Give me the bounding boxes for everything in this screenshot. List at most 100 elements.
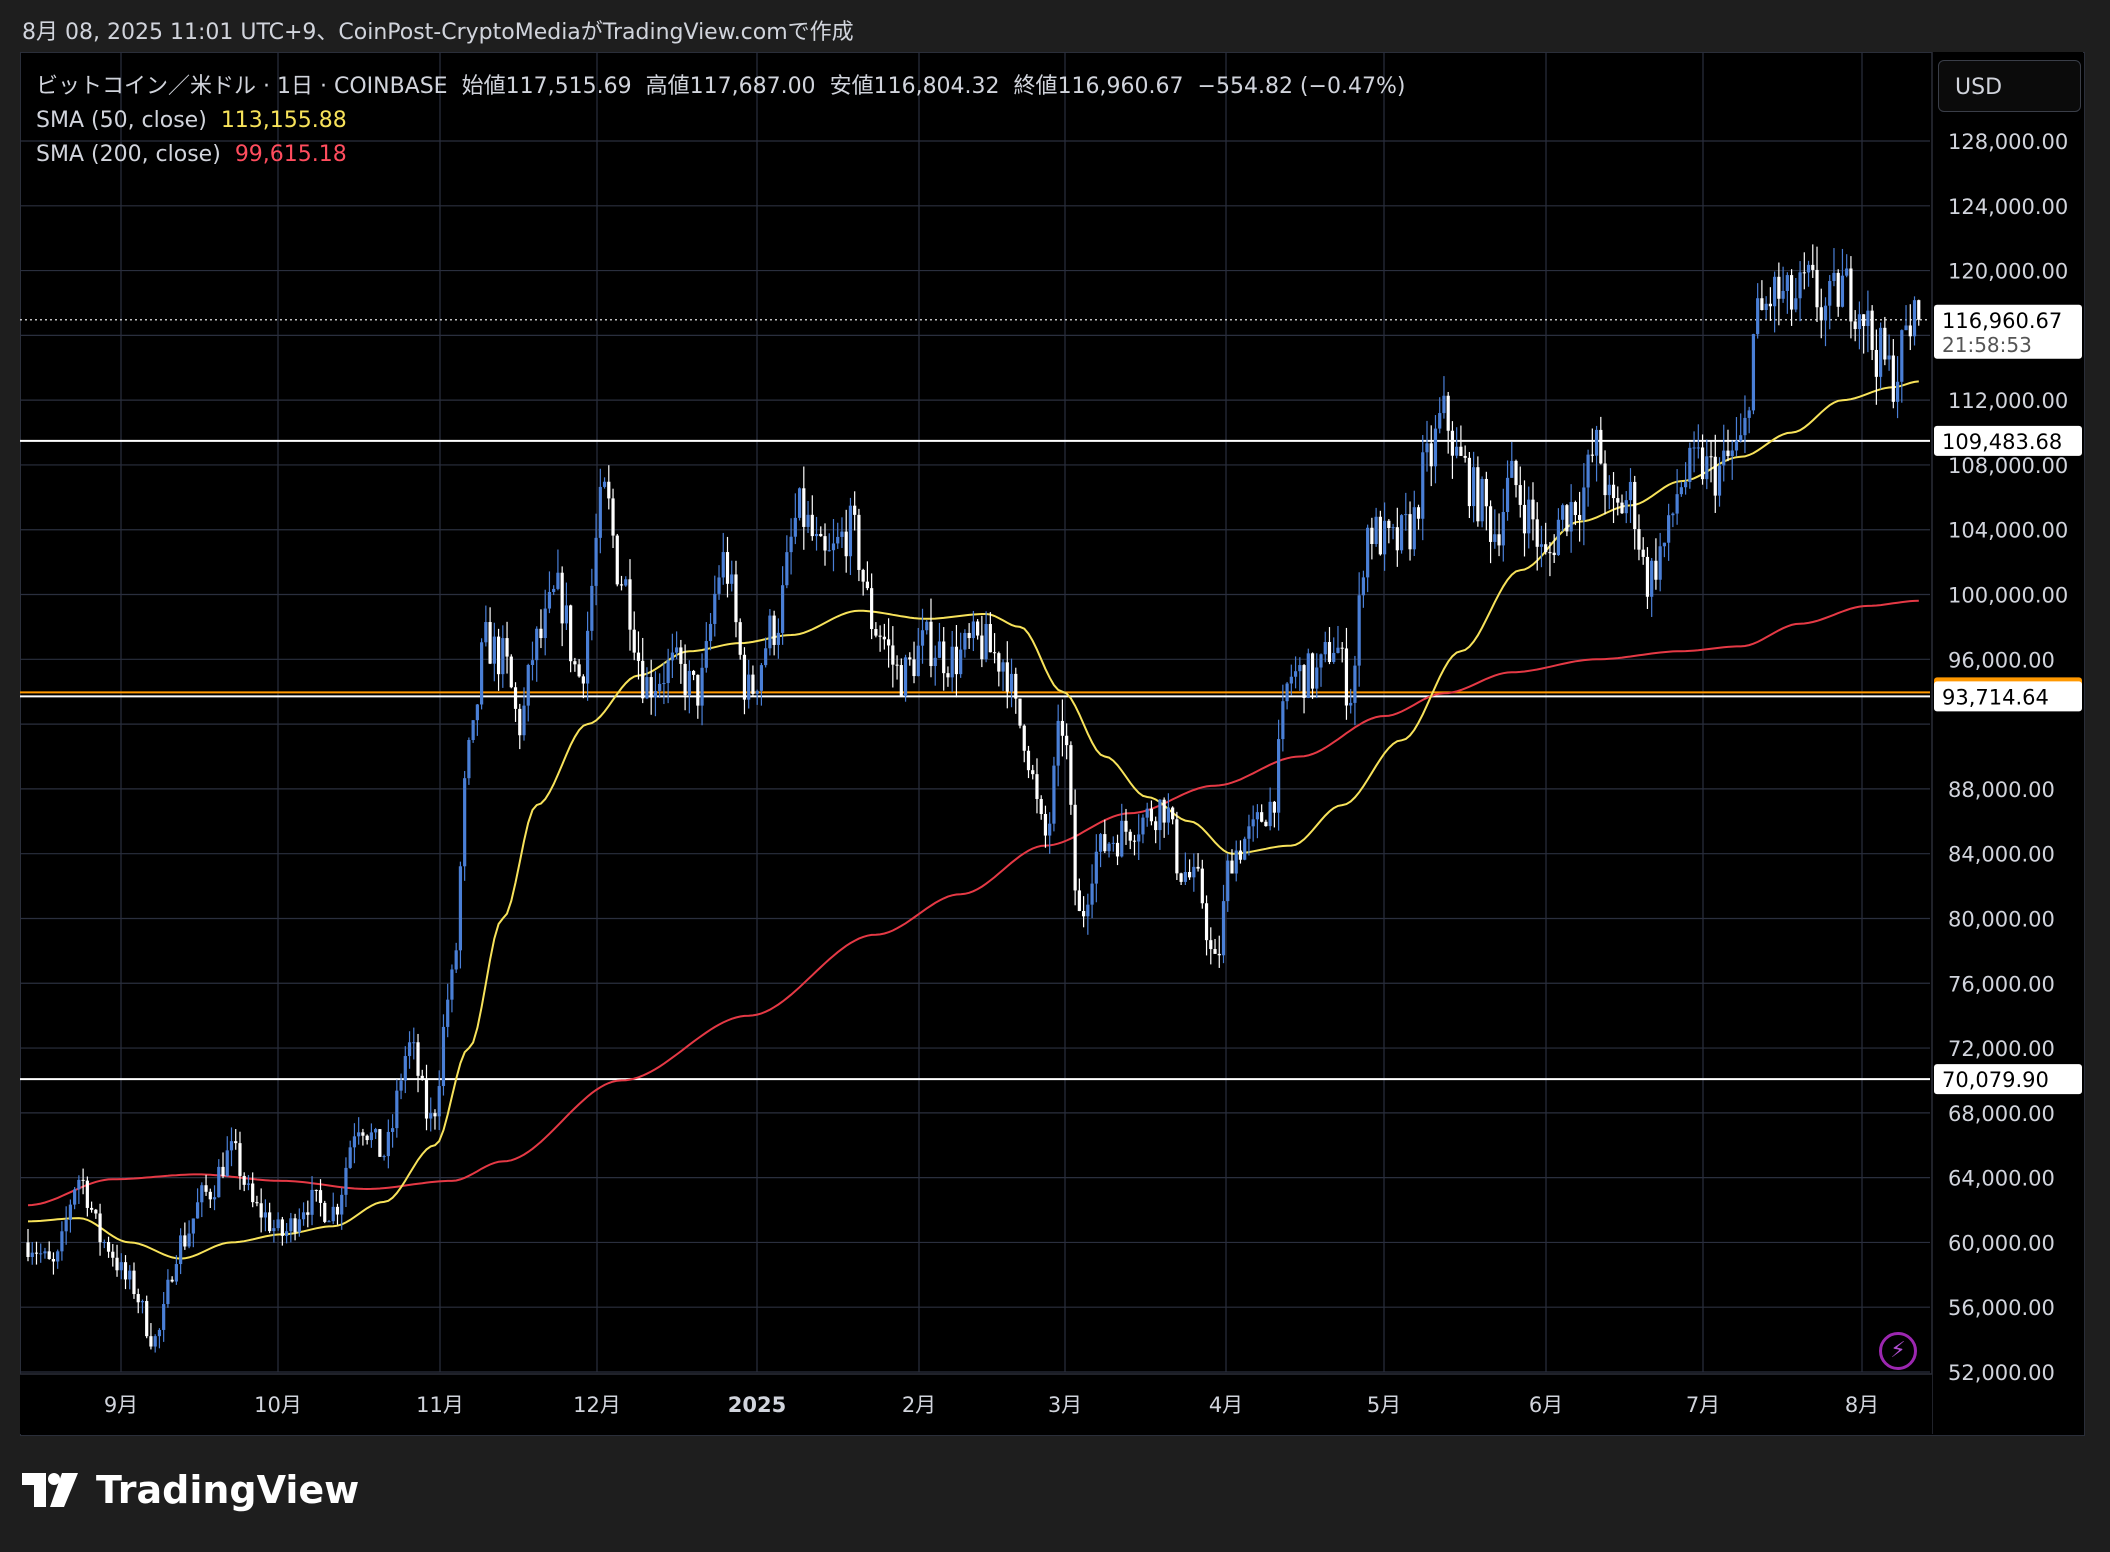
candle-body <box>289 1218 293 1232</box>
candle-body <box>683 663 687 696</box>
candle-body <box>1904 325 1908 331</box>
currency-button[interactable]: USD <box>1938 60 2081 112</box>
candle-body <box>1819 307 1823 321</box>
candle-body <box>433 1113 437 1117</box>
candle-body <box>77 1179 81 1190</box>
candle-body <box>1645 556 1650 597</box>
candle-body <box>1717 465 1722 496</box>
candle-body <box>81 1179 85 1181</box>
candle-body <box>687 670 691 696</box>
candle-body <box>1361 577 1366 596</box>
candle-body <box>441 1026 446 1087</box>
candle-body <box>1399 515 1404 551</box>
lightning-icon[interactable]: ⚡ <box>1879 1332 1917 1370</box>
candle-body <box>831 543 836 551</box>
chart-frame[interactable] <box>20 52 2085 1436</box>
candle-body <box>530 660 535 665</box>
candle-body <box>632 629 636 653</box>
candle-body <box>1828 281 1832 306</box>
candle-body <box>1310 653 1315 689</box>
candle-body <box>187 1233 191 1247</box>
candle-body <box>407 1042 412 1057</box>
grid <box>20 52 1930 1373</box>
candle-body <box>1344 648 1349 706</box>
candle-body <box>1692 447 1696 449</box>
candle-body <box>806 514 810 527</box>
candle-body <box>378 1129 382 1157</box>
price-tick-label: 104,000.00 <box>1948 519 2068 543</box>
price-tick-label: 72,000.00 <box>1948 1037 2055 1061</box>
candle-body <box>1620 502 1624 514</box>
price-tick-label: 52,000.00 <box>1948 1361 2055 1385</box>
price-tick-label: 84,000.00 <box>1948 843 2055 867</box>
time-axis: 9月 10月 11月 12月 2025 2月 3月 4月 5月 6月 7月 8月 <box>20 1373 1932 1434</box>
candle-body <box>611 498 615 536</box>
candle-body <box>1281 701 1285 740</box>
candle-body <box>374 1129 378 1133</box>
candle-body <box>1845 268 1849 276</box>
candle-body <box>225 1150 229 1177</box>
candle-body <box>1137 834 1141 842</box>
candle-body <box>691 670 696 675</box>
candle-body <box>140 1301 145 1303</box>
candle-body <box>1628 481 1633 501</box>
time-tick-label: 11月 <box>416 1393 464 1417</box>
candle-body <box>1243 838 1247 860</box>
candle-body <box>937 641 942 658</box>
candle-body <box>352 1136 357 1148</box>
candle-body <box>755 690 759 694</box>
candle-body <box>450 969 454 1000</box>
candle-body <box>649 677 653 698</box>
candle-body <box>1688 447 1692 483</box>
candle-body <box>641 660 645 699</box>
symbol-label[interactable]: ビットコイン／米ドル · 1日 · COINBASE <box>36 74 448 99</box>
candle-body <box>1395 527 1399 551</box>
candle-body <box>64 1219 68 1232</box>
candle-body <box>1578 515 1582 520</box>
candle-body <box>1650 560 1654 597</box>
price-tick-label: 120,000.00 <box>1948 260 2068 284</box>
candle-body <box>123 1262 128 1280</box>
candle-body <box>598 486 602 538</box>
candle-body <box>60 1231 64 1252</box>
candle-body <box>738 622 742 655</box>
candle-body <box>73 1189 77 1205</box>
price-tick-label: 100,000.00 <box>1948 584 2068 608</box>
candle-body <box>1009 673 1014 692</box>
candle-body <box>1090 883 1094 905</box>
candle-body <box>234 1141 238 1144</box>
candle-body <box>666 660 670 684</box>
sma50-legend-row[interactable]: SMA (50, close) 113,155.88 <box>36 104 1405 138</box>
candle-body <box>1128 831 1132 841</box>
sma200-legend-row[interactable]: SMA (200, close) 99,615.18 <box>36 138 1405 172</box>
candle-body <box>1132 840 1137 842</box>
candle-body <box>1366 527 1370 578</box>
candle-body <box>200 1185 204 1203</box>
last-price-badge: 116,960.67 <box>1942 309 2062 333</box>
candle-body <box>1751 334 1756 411</box>
candle-body <box>1340 647 1344 649</box>
sma200-line <box>27 599 1919 1207</box>
candle-body <box>564 605 569 624</box>
candle-body <box>1569 502 1573 532</box>
candle-body <box>670 652 674 661</box>
candle-body <box>1777 276 1781 299</box>
candle-body <box>471 720 475 740</box>
candle-body <box>1332 652 1336 662</box>
candle-body <box>484 622 488 643</box>
price-tick-label: 108,000.00 <box>1948 454 2068 478</box>
candle-body <box>1679 487 1683 495</box>
candle-body <box>106 1241 111 1252</box>
candle-body <box>1535 519 1539 547</box>
candle-body <box>170 1279 174 1282</box>
candle-body <box>1158 799 1162 831</box>
candle-body <box>785 552 789 586</box>
candle-body <box>891 645 895 665</box>
candle-body <box>1264 821 1268 827</box>
candle-body <box>679 647 683 664</box>
candle-body <box>1425 443 1429 453</box>
candle-body <box>522 705 526 736</box>
candle-body <box>1192 866 1196 878</box>
candle-body <box>1624 500 1628 514</box>
